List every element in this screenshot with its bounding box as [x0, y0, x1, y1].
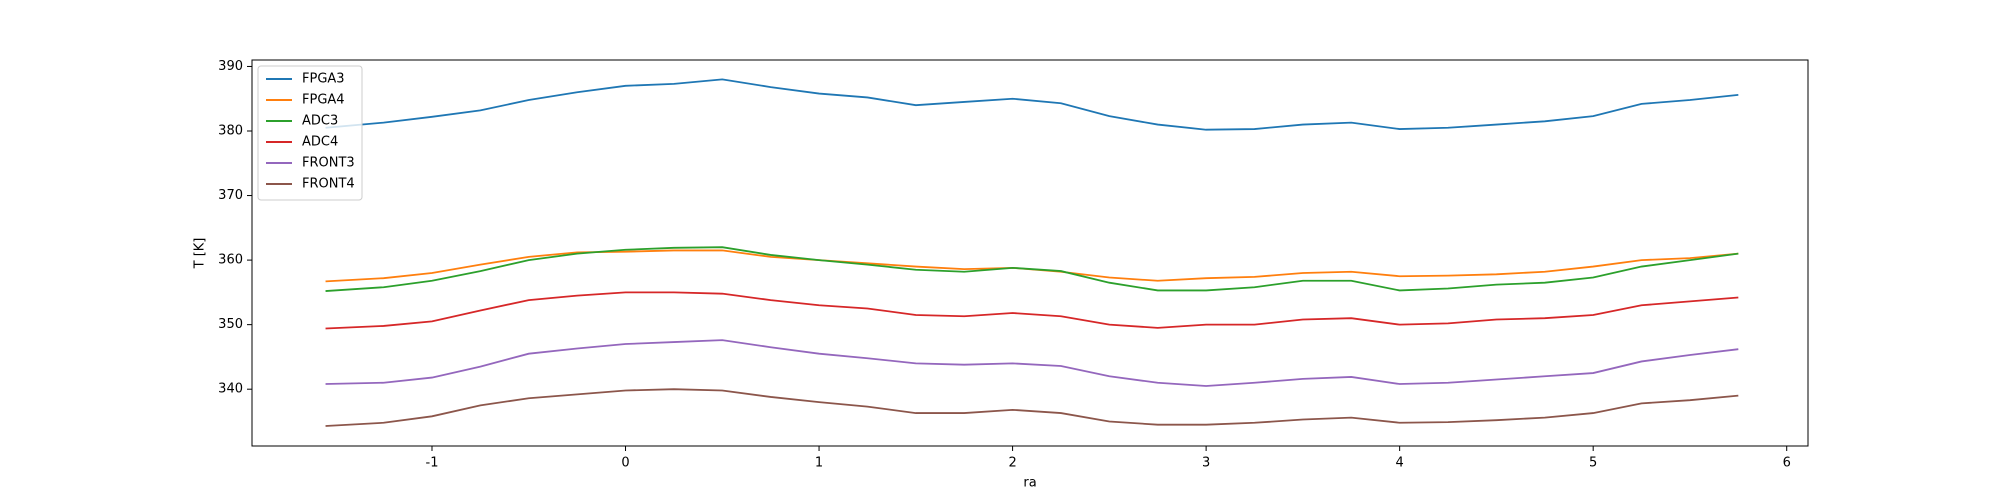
x-tick-label: 4 [1396, 456, 1404, 471]
legend-label: FRONT4 [302, 177, 355, 192]
x-tick-label: -1 [426, 456, 439, 471]
plot-frame [251, 59, 1809, 447]
legend-label: ADC3 [302, 114, 338, 129]
line [325, 339, 1739, 387]
x-axis-label: ra [1023, 476, 1036, 491]
legend-label: FPGA4 [302, 93, 345, 108]
line [325, 291, 1739, 330]
y-tick-label: 390 [218, 59, 243, 74]
y-tick-label: 370 [218, 188, 243, 203]
y-tick-label: 340 [218, 382, 243, 397]
x-tick-label: 6 [1783, 456, 1791, 471]
line [325, 388, 1739, 427]
line [325, 246, 1739, 292]
y-axis-label: T [K] [193, 238, 208, 270]
line [325, 78, 1739, 131]
x-tick-label: 0 [621, 456, 629, 471]
x-tick-label: 5 [1589, 456, 1597, 471]
y-tick-label: 360 [218, 253, 243, 268]
y-tick-label: 380 [218, 124, 243, 139]
x-tick-label: 1 [815, 456, 823, 471]
x-tick-label: 3 [1202, 456, 1210, 471]
legend-label: ADC4 [302, 135, 338, 150]
y-tick-label: 350 [218, 317, 243, 332]
line [325, 249, 1739, 283]
legend-label: FRONT3 [302, 156, 355, 171]
legend-label: FPGA3 [302, 72, 345, 87]
x-tick-label: 2 [1008, 456, 1016, 471]
